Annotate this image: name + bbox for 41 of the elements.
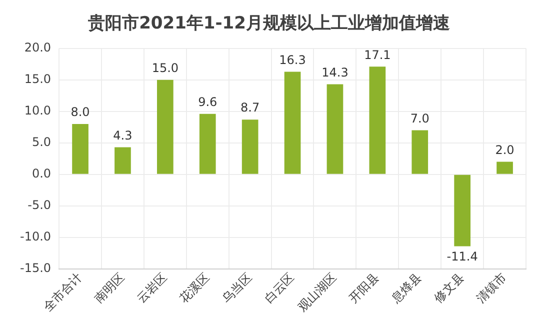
y-tick-label: -10.0 bbox=[20, 230, 52, 244]
data-label: 14.3 bbox=[322, 65, 348, 80]
data-label: 15.0 bbox=[152, 61, 179, 76]
data-label: -11.4 bbox=[446, 249, 478, 264]
bar bbox=[412, 130, 428, 174]
x-tick-label: 开阳县 bbox=[346, 270, 382, 306]
y-tick-label: -5.0 bbox=[28, 198, 52, 212]
data-label: 9.6 bbox=[198, 95, 218, 110]
y-tick-label: 0.0 bbox=[32, 166, 52, 181]
bar bbox=[72, 124, 88, 174]
bar bbox=[454, 174, 470, 246]
y-tick-label: 5.0 bbox=[32, 135, 52, 150]
bar bbox=[157, 80, 174, 174]
bar bbox=[114, 147, 131, 174]
data-label: 8.7 bbox=[240, 100, 260, 115]
x-tick-label: 云岩区 bbox=[134, 270, 170, 306]
y-tick-label: 15.0 bbox=[24, 72, 52, 86]
x-tick-label: 修文县 bbox=[431, 270, 467, 306]
bar bbox=[284, 72, 301, 174]
bar bbox=[496, 162, 513, 174]
data-label: 2.0 bbox=[495, 142, 514, 157]
chart-title: 贵阳市2021年1-12月规模以上工业增加值增速 bbox=[87, 14, 450, 34]
y-tick-label: 10.0 bbox=[24, 104, 52, 118]
y-tick-label: -15.0 bbox=[20, 261, 52, 275]
bar bbox=[369, 66, 386, 174]
data-label: 17.1 bbox=[364, 48, 391, 62]
bar bbox=[199, 114, 216, 174]
data-label: 7.0 bbox=[410, 111, 430, 126]
x-tick-label: 观山湖区 bbox=[295, 270, 340, 314]
x-tick-label: 白云区 bbox=[262, 270, 297, 306]
bar bbox=[242, 120, 258, 174]
data-label: 8.0 bbox=[70, 105, 90, 120]
bar bbox=[326, 84, 344, 174]
data-label: 16.3 bbox=[279, 52, 306, 67]
data-label: 4.3 bbox=[113, 128, 132, 142]
x-tick-label: 南明区 bbox=[92, 270, 128, 306]
x-tick-label: 花溪区 bbox=[176, 270, 212, 306]
y-tick-label: 20.0 bbox=[24, 40, 52, 55]
x-tick-label: 息烽县 bbox=[388, 270, 424, 306]
x-tick-label: 清镇市 bbox=[474, 270, 510, 306]
x-tick-label: 乌当区 bbox=[219, 270, 254, 306]
